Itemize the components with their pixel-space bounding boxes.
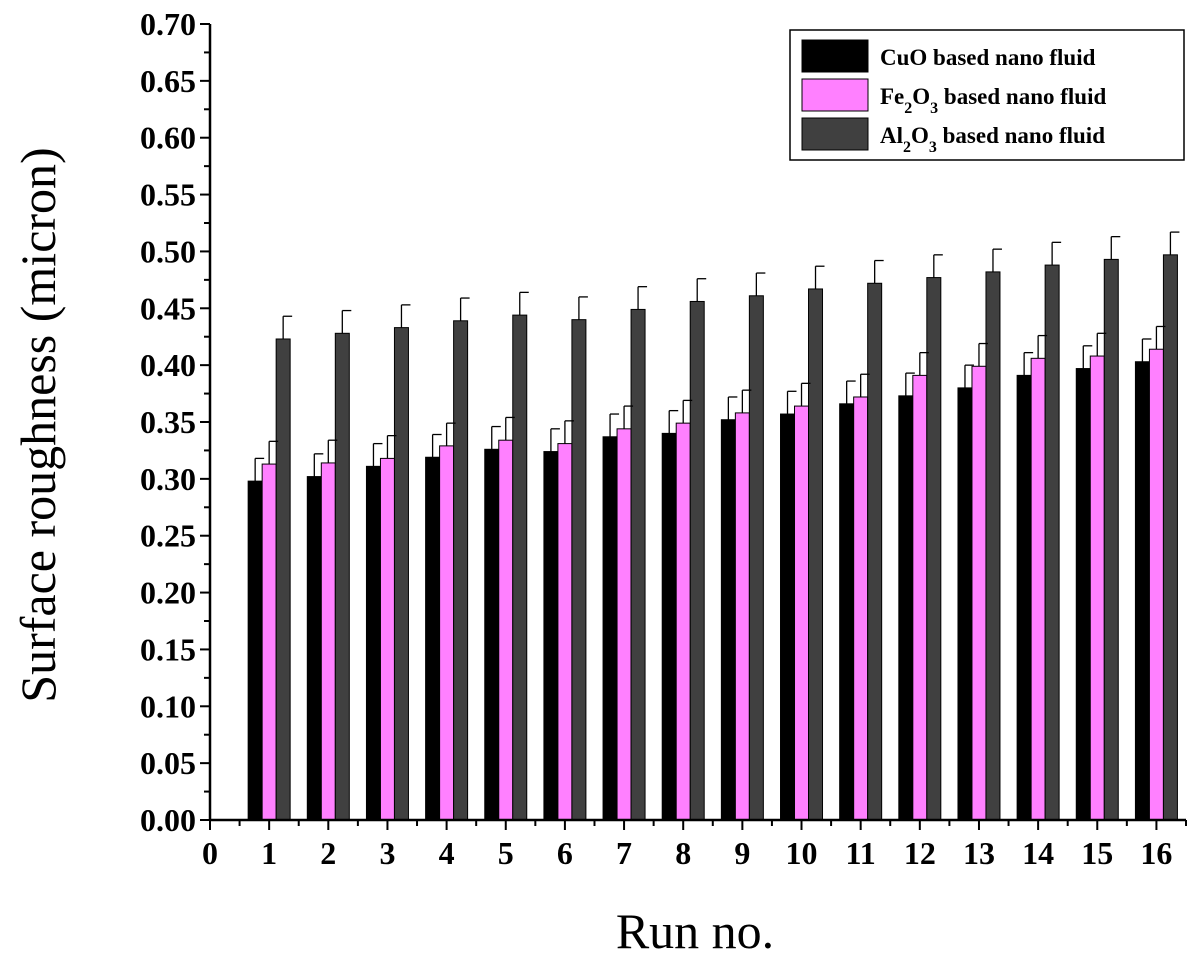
y-tick-label: 0.10 <box>140 688 196 724</box>
x-tick-label: 5 <box>498 835 514 871</box>
x-tick-label: 2 <box>320 835 336 871</box>
bar <box>1044 264 1060 821</box>
bar <box>794 405 810 821</box>
x-tick-label: 1 <box>261 835 277 871</box>
x-tick-label: 13 <box>963 835 995 871</box>
legend-label: Al2O3 based nano fluid <box>880 123 1105 156</box>
x-tick-label: 9 <box>734 835 750 871</box>
bar <box>780 413 796 821</box>
bar <box>334 332 350 821</box>
x-tick-label: 7 <box>616 835 632 871</box>
bar <box>720 419 736 821</box>
legend-swatch <box>801 39 869 73</box>
y-tick-label: 0.55 <box>140 177 196 213</box>
bar <box>1103 258 1119 821</box>
x-tick-label: 3 <box>379 835 395 871</box>
y-tick-label: 0.25 <box>140 518 196 554</box>
legend-swatch <box>801 117 869 151</box>
x-tick-label: 16 <box>1140 835 1172 871</box>
y-tick-label: 0.05 <box>140 745 196 781</box>
y-tick-label: 0.50 <box>140 233 196 269</box>
bar <box>484 448 500 821</box>
error-bars-layer <box>254 231 1180 482</box>
bar <box>926 277 942 821</box>
bar <box>985 271 1001 821</box>
bar <box>748 295 764 821</box>
bar <box>557 443 573 821</box>
bar <box>439 445 455 821</box>
x-tick-label: 10 <box>786 835 818 871</box>
bar <box>867 282 883 821</box>
bar <box>734 412 750 821</box>
bar <box>912 374 928 821</box>
bar <box>425 456 441 821</box>
bar <box>306 476 322 821</box>
x-tick-label: 14 <box>1022 835 1054 871</box>
bar <box>1089 355 1105 821</box>
bar <box>275 338 291 821</box>
bar <box>1148 348 1164 821</box>
bar <box>1030 357 1046 821</box>
bar <box>512 314 528 821</box>
bar <box>1075 368 1091 821</box>
y-axis-title: Surface roughness (micron) <box>10 147 66 702</box>
x-tick-label: 11 <box>846 835 876 871</box>
x-axis-title: Run no. <box>616 903 774 959</box>
y-tick-label: 0.15 <box>140 631 196 667</box>
ticks-layer: 0.00 0.05 0.10 0.15 0.20 0.25 0.30 0.35 0.40 0.45… <box>140 6 1187 871</box>
bar <box>571 319 587 821</box>
legend: CuO based nano fluid Fe2O3 based nano flu… <box>789 29 1185 161</box>
legend-label: Fe2O3 based nano fluid <box>880 84 1106 117</box>
x-tick-label: 12 <box>904 835 936 871</box>
bar <box>247 480 263 821</box>
y-tick-label: 0.60 <box>140 120 196 156</box>
bar <box>543 451 559 821</box>
legend-label: CuO based nano fluid <box>880 45 1096 70</box>
x-tick-label: 0 <box>202 835 218 871</box>
bar <box>971 365 987 821</box>
bar <box>616 428 632 821</box>
y-tick-label: 0.20 <box>140 575 196 611</box>
y-tick-label: 0.45 <box>140 290 196 326</box>
bar <box>853 396 869 821</box>
y-tick-label: 0.35 <box>140 404 196 440</box>
y-tick-label: 0.40 <box>140 347 196 383</box>
x-tick-label: 15 <box>1081 835 1113 871</box>
bar <box>957 387 973 821</box>
x-tick-label: 8 <box>675 835 691 871</box>
bar <box>261 463 277 821</box>
bar <box>498 439 514 821</box>
bar <box>320 462 336 821</box>
bar <box>675 422 691 821</box>
x-tick-label: 6 <box>557 835 573 871</box>
bar <box>602 436 618 821</box>
bar <box>365 465 381 821</box>
bar <box>898 395 914 821</box>
bar <box>630 308 646 821</box>
y-tick-label: 0.30 <box>140 461 196 497</box>
y-tick-label: 0.65 <box>140 63 196 99</box>
legend-swatch <box>801 78 869 112</box>
bar <box>689 300 705 821</box>
bar <box>839 403 855 821</box>
y-tick-label: 0.70 <box>140 6 196 42</box>
bar <box>1134 361 1150 821</box>
x-tick-label: 4 <box>439 835 455 871</box>
bar <box>453 320 469 821</box>
bar <box>379 457 395 821</box>
bar <box>1016 374 1032 821</box>
y-tick-label: 0.00 <box>140 802 196 838</box>
bar <box>661 432 677 821</box>
bar <box>808 288 824 821</box>
bar <box>1162 254 1178 821</box>
bar <box>393 327 409 821</box>
